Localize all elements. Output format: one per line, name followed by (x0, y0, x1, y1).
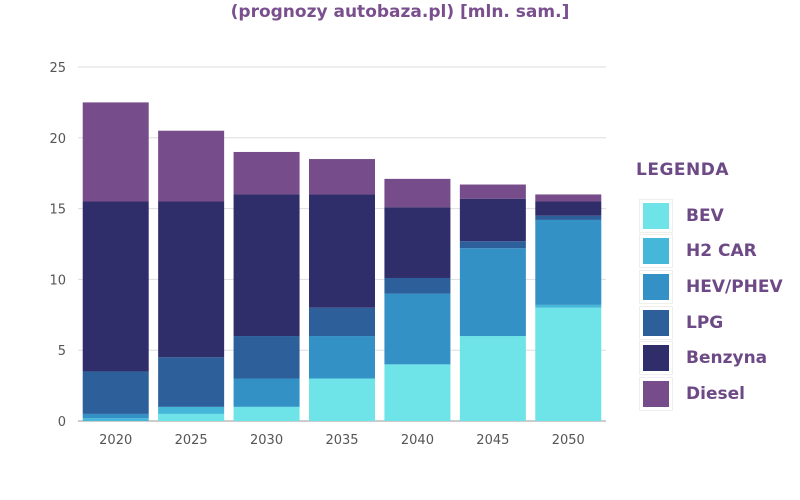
x-tick-label: 2050 (552, 433, 585, 448)
legend-swatch-benzyna (640, 342, 672, 375)
bar-segment-hev-phev (309, 336, 375, 379)
legend-swatch-diesel (640, 377, 672, 410)
y-tick-label: 20 (49, 132, 66, 147)
x-tick-label: 2040 (401, 433, 434, 448)
legend-item-diesel: Diesel (640, 376, 783, 412)
bar-segment-benzyna (158, 201, 225, 358)
legend-label-hev-phev: HEV/PHEV (686, 276, 783, 297)
x-tick-label: 2045 (476, 433, 509, 448)
bar-segment-benzyna (82, 201, 149, 372)
legend-swatch-h2-car (640, 235, 672, 268)
x-tick-label: 2035 (325, 433, 358, 448)
y-tick-label: 10 (49, 273, 66, 288)
bar-segment-hev-phev (233, 378, 300, 407)
legend-label-h2-car: H2 CAR (686, 241, 757, 262)
bar-segment-lpg (535, 215, 602, 220)
y-tick-label: 25 (49, 61, 66, 76)
bar-segment-diesel (158, 130, 225, 202)
bar-segment-bev (384, 364, 451, 421)
legend-swatch-bev (640, 199, 672, 232)
bar-segment-lpg (309, 307, 375, 337)
legend-label-diesel: Diesel (686, 383, 745, 404)
bar-segment-diesel (459, 184, 526, 199)
bar-segment-benzyna (384, 207, 451, 278)
x-tick-label: 2030 (250, 433, 283, 448)
x-tick-label: 2025 (175, 433, 208, 448)
bar-segment-benzyna (535, 201, 602, 216)
bar-segment-hev-phev (82, 413, 149, 419)
bar-segment-hev-phev (384, 293, 451, 365)
bar-segment-h2-car (82, 418, 149, 421)
bar-segment-bev (459, 336, 526, 421)
bar-segment-lpg (158, 357, 225, 407)
bar-segment-lpg (459, 241, 526, 249)
bar-segment-diesel (233, 151, 300, 195)
chart-title: (prognozy autobaza.pl) [mln. sam.] (230, 2, 570, 22)
bar-segment-hev-phev (459, 248, 526, 337)
x-tick-label: 2020 (99, 433, 132, 448)
y-tick-label: 0 (58, 415, 66, 430)
bar-segment-diesel (384, 178, 451, 208)
bar-segment-hev-phev (535, 219, 602, 305)
legend-label-lpg: LPG (686, 312, 724, 333)
bar-segment-benzyna (233, 194, 300, 337)
legend-title: LEGENDA (636, 160, 730, 180)
bar-segment-bev (535, 307, 602, 421)
bar-segment-lpg (233, 336, 300, 379)
bar-segment-bev (233, 406, 300, 421)
bar-segment-diesel (309, 159, 375, 195)
y-tick-label: 15 (49, 203, 66, 218)
legend-label-benzyna: Benzyna (686, 348, 768, 369)
bar-segment-diesel (82, 102, 149, 202)
bar-segment-lpg (82, 371, 149, 414)
legend-item-h2-car: H2 CAR (640, 234, 783, 270)
legend-swatch-lpg (640, 306, 672, 339)
bar-segment-lpg (384, 277, 451, 294)
legend-item-benzyna: Benzyna (640, 340, 783, 376)
bar-segment-bev (309, 378, 375, 421)
y-tick-label: 5 (58, 344, 66, 359)
legend-items: BEV H2 CAR HEV/PHEV LPG Benzyna Diesel (640, 198, 783, 412)
bar-segment-bev (158, 413, 225, 421)
bar-segment-diesel (535, 194, 602, 202)
legend-swatch-hev-phev (640, 270, 672, 303)
legend: LEGENDA BEV H2 CAR HEV/PHEV LPG Benzyna … (636, 160, 783, 412)
legend-item-lpg: LPG (640, 305, 783, 341)
bar-segment-h2-car (535, 304, 602, 308)
legend-label-bev: BEV (686, 205, 724, 226)
legend-item-hev-phev: HEV/PHEV (640, 269, 783, 305)
bar-segment-h2-car (158, 406, 225, 414)
legend-item-bev: BEV (640, 198, 783, 234)
bar-segment-benzyna (309, 194, 375, 308)
bar-segment-benzyna (459, 198, 526, 242)
